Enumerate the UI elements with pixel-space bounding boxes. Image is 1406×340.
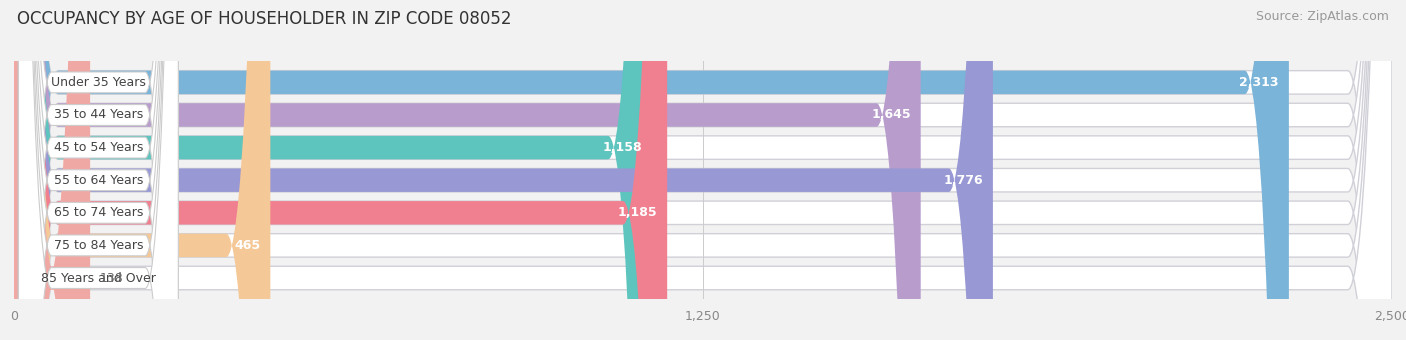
FancyBboxPatch shape [14, 0, 921, 340]
Text: 45 to 54 Years: 45 to 54 Years [53, 141, 143, 154]
Text: 1,776: 1,776 [943, 174, 983, 187]
Text: Source: ZipAtlas.com: Source: ZipAtlas.com [1256, 10, 1389, 23]
FancyBboxPatch shape [14, 0, 1392, 340]
FancyBboxPatch shape [14, 0, 1392, 340]
FancyBboxPatch shape [18, 0, 179, 340]
Text: 75 to 84 Years: 75 to 84 Years [53, 239, 143, 252]
Text: 65 to 74 Years: 65 to 74 Years [53, 206, 143, 219]
Text: 1,158: 1,158 [603, 141, 643, 154]
FancyBboxPatch shape [18, 0, 179, 340]
FancyBboxPatch shape [14, 0, 1392, 340]
Text: 1,185: 1,185 [617, 206, 657, 219]
FancyBboxPatch shape [14, 0, 652, 340]
Text: Under 35 Years: Under 35 Years [51, 76, 146, 89]
Text: 465: 465 [235, 239, 260, 252]
FancyBboxPatch shape [14, 0, 668, 340]
FancyBboxPatch shape [14, 0, 90, 340]
FancyBboxPatch shape [14, 0, 1289, 340]
FancyBboxPatch shape [14, 0, 1392, 340]
FancyBboxPatch shape [14, 0, 1392, 340]
FancyBboxPatch shape [18, 0, 179, 340]
FancyBboxPatch shape [18, 0, 179, 340]
Text: 138: 138 [100, 272, 124, 285]
FancyBboxPatch shape [14, 0, 1392, 340]
Text: OCCUPANCY BY AGE OF HOUSEHOLDER IN ZIP CODE 08052: OCCUPANCY BY AGE OF HOUSEHOLDER IN ZIP C… [17, 10, 512, 28]
FancyBboxPatch shape [14, 0, 993, 340]
FancyBboxPatch shape [18, 0, 179, 340]
Text: 55 to 64 Years: 55 to 64 Years [53, 174, 143, 187]
Text: 2,313: 2,313 [1240, 76, 1279, 89]
FancyBboxPatch shape [18, 0, 179, 340]
Text: 35 to 44 Years: 35 to 44 Years [53, 108, 143, 121]
FancyBboxPatch shape [18, 0, 179, 340]
Text: 85 Years and Over: 85 Years and Over [41, 272, 156, 285]
FancyBboxPatch shape [14, 0, 1392, 340]
FancyBboxPatch shape [14, 0, 270, 340]
Text: 1,645: 1,645 [872, 108, 911, 121]
